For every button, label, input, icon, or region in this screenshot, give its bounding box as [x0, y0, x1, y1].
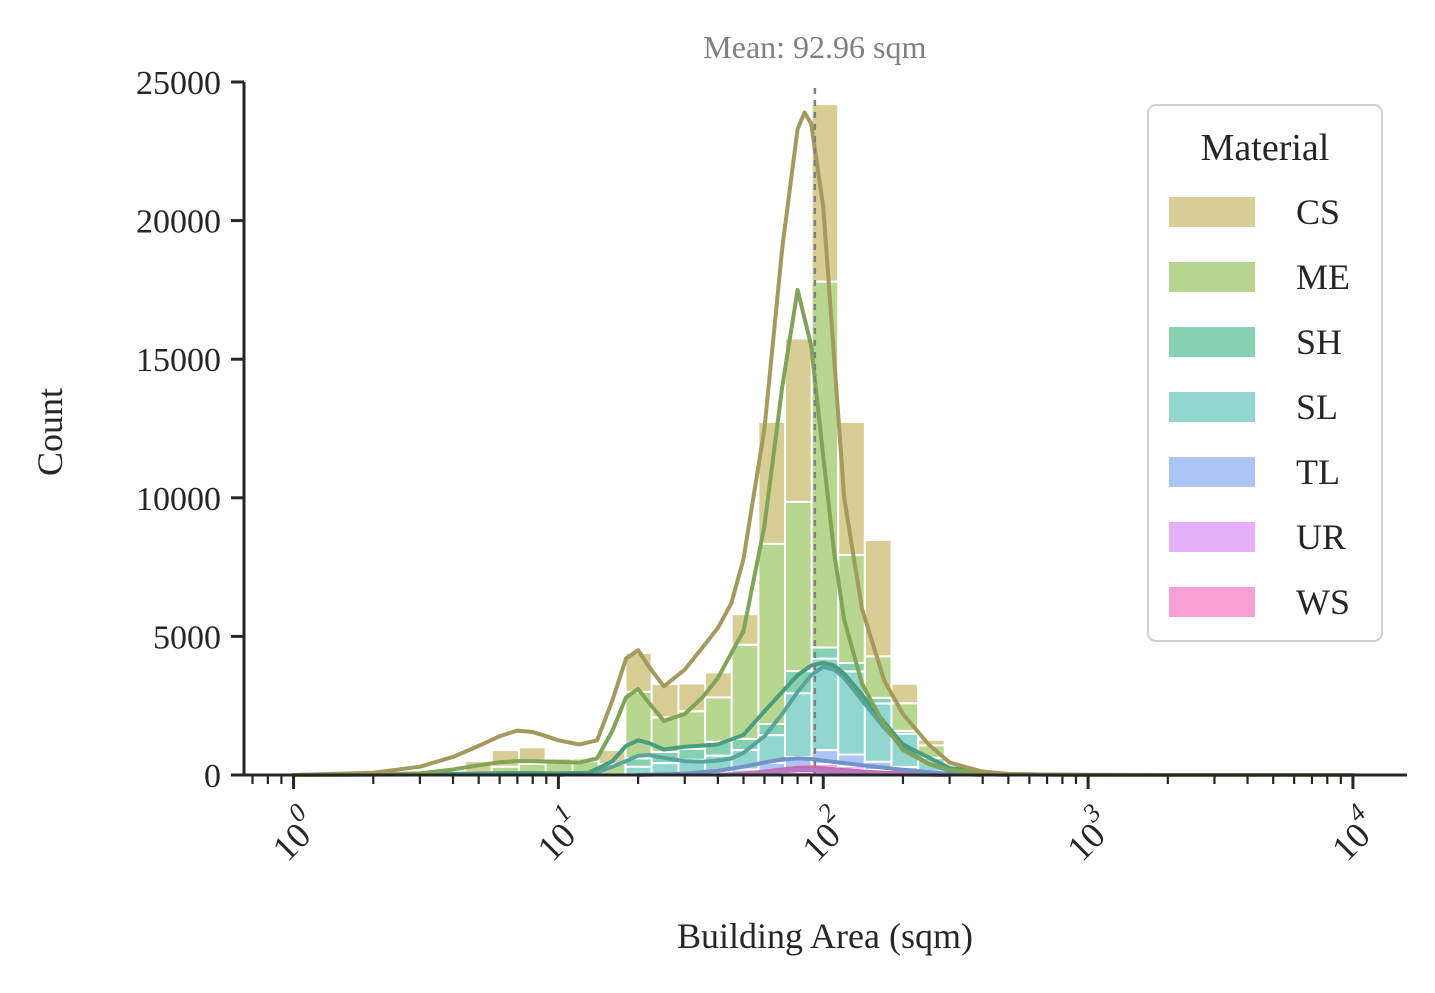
x-tick-label-text: 100: [257, 798, 327, 868]
x-tick-label-text: 104: [1317, 798, 1387, 868]
y-tick-label: 0: [204, 758, 221, 795]
y-tick-label: 20000: [136, 204, 221, 241]
legend-items: CS ME SH SL TL UR WS: [1169, 192, 1350, 622]
mean-label: Mean: 92.96 sqm: [703, 29, 926, 65]
bar-me-9: [704, 696, 733, 743]
legend-label-tl: TL: [1296, 452, 1340, 492]
legend-label-cs: CS: [1296, 192, 1340, 232]
bar-cs-15: [863, 538, 893, 658]
x-tick-label: 104: [1317, 798, 1387, 868]
bar-me-12: [783, 500, 813, 673]
x-tick-base: 10: [529, 815, 583, 869]
x-tick-base: 10: [794, 815, 848, 869]
y-tick-label: 10000: [136, 481, 221, 518]
x-tick-label-text: 101: [522, 798, 592, 868]
bar-cs-6: [624, 652, 653, 693]
x-tick-base: 10: [264, 815, 318, 869]
kde-layer: [291, 110, 1355, 777]
y-axis-label: Count: [30, 388, 70, 476]
bar-cs-12: [783, 337, 813, 503]
x-tick-label-text: 102: [787, 798, 857, 868]
x-tick-base: 10: [1324, 815, 1378, 869]
legend-swatch-cs: [1169, 197, 1255, 227]
kde-curve-me: [291, 287, 1170, 777]
legend-label-ws: WS: [1296, 582, 1350, 622]
y-tick-label: 25000: [136, 65, 221, 102]
legend-label-sl: SL: [1296, 387, 1338, 427]
legend-swatch-tl: [1169, 457, 1255, 487]
kde-curve-cs: [291, 110, 1355, 777]
legend-frame: [1147, 104, 1383, 642]
legend-swatch-ur: [1169, 522, 1255, 552]
legend-title: Material: [1201, 127, 1330, 169]
legend: Material CS ME SH SL TL UR WS: [1147, 104, 1383, 642]
x-tick-label-text: 103: [1052, 798, 1122, 868]
y-tick-label: 5000: [153, 619, 221, 656]
legend-label-ur: UR: [1296, 517, 1346, 557]
x-tick-label: 100: [257, 798, 327, 868]
x-tick-label: 103: [1052, 798, 1122, 868]
legend-swatch-ws: [1169, 587, 1255, 617]
x-tick-label: 101: [522, 798, 592, 868]
legend-label-sh: SH: [1296, 322, 1342, 362]
mean-layer: Mean: 92.96 sqm: [703, 29, 927, 775]
kde-curve-tl: [636, 756, 985, 777]
x-tick-label: 102: [787, 798, 857, 868]
x-tick-base: 10: [1059, 815, 1113, 869]
bar-me-15: [863, 655, 893, 699]
x-axis-label: Building Area (sqm): [677, 916, 973, 956]
legend-swatch-sl: [1169, 392, 1255, 422]
legend-swatch-me: [1169, 262, 1255, 292]
y-tick-label: 15000: [136, 342, 221, 379]
bar-me-11: [757, 542, 786, 725]
bar-sh-8: [677, 747, 707, 761]
legend-label-me: ME: [1296, 257, 1350, 297]
bar-me-8: [677, 710, 707, 750]
x-ticks: 100 101 102 103 104: [251, 775, 1387, 868]
legend-swatch-sh: [1169, 327, 1255, 357]
y-ticks: 0 5000 10000 15000 20000 25000: [136, 65, 244, 795]
